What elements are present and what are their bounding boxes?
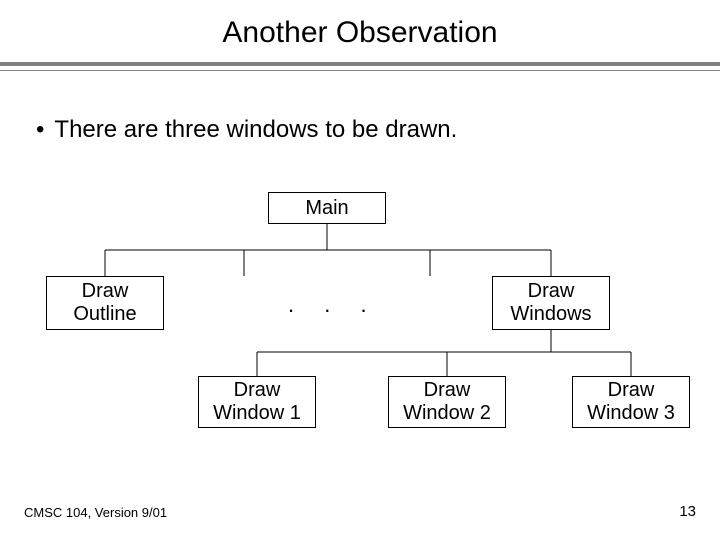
ellipsis-icon: . . .	[288, 292, 379, 318]
footer-right: 13	[679, 503, 696, 520]
bullet-line: • There are three windows to be drawn.	[36, 116, 457, 144]
node-main-label: Main	[305, 197, 348, 220]
node-draw-window-2-label: Draw Window 2	[403, 379, 491, 425]
node-draw-window-1: Draw Window 1	[198, 376, 316, 428]
node-draw-outline: Draw Outline	[46, 276, 164, 330]
rule-thin	[0, 70, 720, 71]
node-draw-window-2: Draw Window 2	[388, 376, 506, 428]
node-draw-outline-label: Draw Outline	[73, 280, 136, 326]
node-draw-window-3: Draw Window 3	[572, 376, 690, 428]
tree-connectors	[0, 0, 720, 540]
rule-thick	[0, 62, 720, 66]
footer-left: CMSC 104, Version 9/01	[24, 505, 167, 520]
node-draw-windows: Draw Windows	[492, 276, 610, 330]
bullet-dot: •	[36, 116, 44, 144]
node-draw-window-1-label: Draw Window 1	[213, 379, 301, 425]
bullet-text: There are three windows to be drawn.	[54, 116, 457, 143]
node-main: Main	[268, 192, 386, 224]
slide-title: Another Observation	[0, 16, 720, 50]
node-draw-windows-label: Draw Windows	[510, 280, 591, 326]
node-draw-window-3-label: Draw Window 3	[587, 379, 675, 425]
